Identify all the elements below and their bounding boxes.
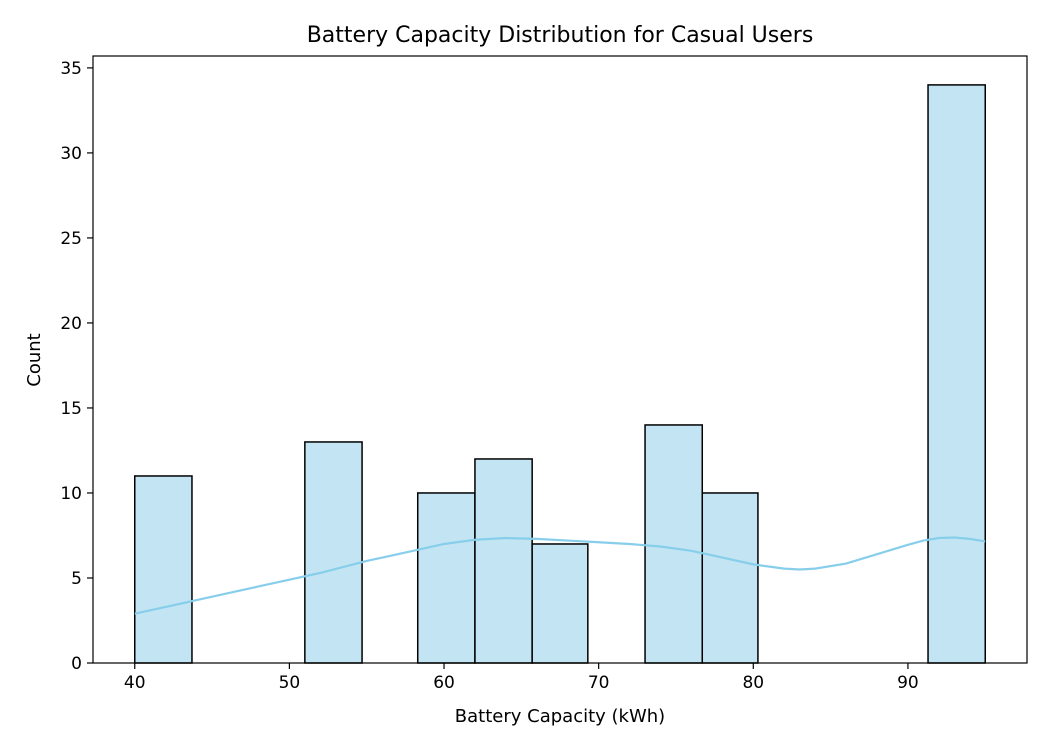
y-tick-label: 5 [71,569,82,589]
y-axis-ticks: 0 5 10 15 20 25 30 35 [60,59,93,674]
y-tick-label: 10 [60,484,82,504]
chart-title: Battery Capacity Distribution for Casual… [307,23,814,48]
histogram-bar [474,458,533,664]
histogram-bars [134,84,986,664]
y-tick-label: 25 [60,229,82,249]
histogram-bar [531,543,589,664]
y-tick-label: 20 [60,314,82,334]
x-tick-label: 90 [897,673,919,693]
x-tick-label: 80 [742,673,764,693]
y-tick-label: 15 [60,399,82,419]
histogram-bar [416,492,476,664]
histogram-bar [701,492,759,664]
x-tick-label: 60 [433,673,455,693]
x-tick-label: 40 [124,673,146,693]
y-tick-label: 35 [60,59,82,79]
x-axis-ticks: 40 50 60 70 80 90 [124,663,919,693]
histogram-bar [927,84,986,664]
x-tick-label: 70 [588,673,610,693]
y-tick-label: 30 [60,144,82,164]
histogram-bar [644,424,704,664]
x-tick-label: 50 [279,673,301,693]
x-axis-label: Battery Capacity (kWh) [455,706,665,727]
y-tick-label: 0 [71,654,82,674]
histogram-bar [304,441,363,664]
histogram-bar [134,475,193,664]
plot-frame [92,55,1028,664]
y-axis-label: Count [24,333,45,386]
kde-curve [134,536,986,615]
